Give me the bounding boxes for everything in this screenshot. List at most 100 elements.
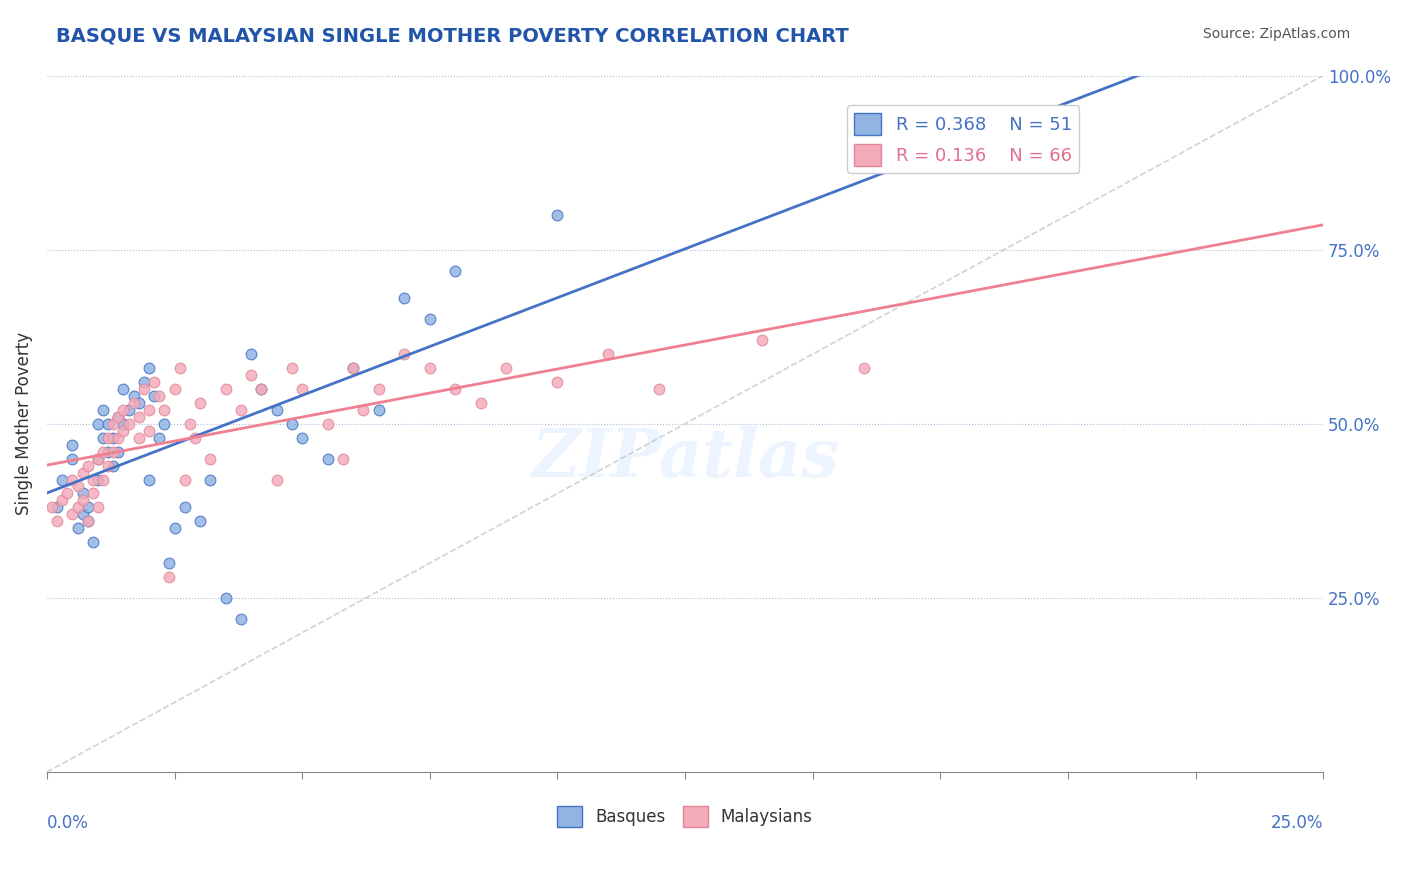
Point [157,556,180,570]
Point [229,402,252,417]
Point [76,458,98,473]
Text: ZIPatlas: ZIPatlas [531,426,839,491]
Point [128,409,150,424]
Point [87,500,110,515]
Point [41,500,63,515]
Point [367,382,389,396]
Point [112,402,135,417]
Point [128,396,150,410]
Point [122,389,145,403]
Point [72,466,94,480]
Point [157,570,180,584]
Point [82,473,104,487]
Point [56,486,79,500]
Point [103,431,125,445]
Point [419,312,441,326]
Point [112,417,135,431]
Point [66,521,89,535]
Point [240,368,263,382]
Point [132,375,155,389]
Point [132,382,155,396]
Point [250,382,273,396]
Point [163,382,186,396]
Point [103,417,125,431]
Point [97,444,120,458]
Point [72,508,94,522]
Point [46,500,69,515]
Text: BASQUE VS MALAYSIAN SINGLE MOTHER POVERTY CORRELATION CHART: BASQUE VS MALAYSIAN SINGLE MOTHER POVERT… [56,27,849,45]
Point [62,508,84,522]
Point [342,361,364,376]
Point [495,361,517,376]
Point [82,535,104,549]
Point [76,514,98,528]
Point [87,473,110,487]
Point [66,479,89,493]
Point [200,451,222,466]
Point [46,514,69,528]
Point [107,444,129,458]
Point [281,417,304,431]
Point [200,473,222,487]
Point [291,431,314,445]
Text: 25.0%: 25.0% [1271,814,1323,832]
Point [316,417,339,431]
Point [103,444,125,458]
Point [72,486,94,500]
Point [62,451,84,466]
Point [51,473,73,487]
Point [332,451,354,466]
Point [179,417,201,431]
Point [87,417,110,431]
Point [419,361,441,376]
Point [91,473,114,487]
Point [112,424,135,438]
Point [51,493,73,508]
Point [62,473,84,487]
Point [214,382,236,396]
Point [367,402,389,417]
Point [598,347,620,361]
Point [138,361,160,376]
Point [143,375,166,389]
Point [163,521,186,535]
Point [342,361,364,376]
Point [173,500,195,515]
Point [76,514,98,528]
Point [103,458,125,473]
Point [153,417,176,431]
Point [184,431,207,445]
Point [107,409,129,424]
Point [169,361,191,376]
Point [153,402,176,417]
Point [266,402,288,417]
Point [394,347,416,361]
Point [87,451,110,466]
Legend: Basques, Malaysians: Basques, Malaysians [551,800,820,833]
Point [648,382,671,396]
Point [62,438,84,452]
Point [122,396,145,410]
Point [546,375,568,389]
Point [188,396,211,410]
Point [143,389,166,403]
Point [751,333,773,347]
Point [444,382,467,396]
Point [148,431,170,445]
Point [107,431,129,445]
Text: 0.0%: 0.0% [46,814,89,832]
Point [117,402,139,417]
Point [107,409,129,424]
Point [188,514,211,528]
Point [128,431,150,445]
Point [117,417,139,431]
Point [394,292,416,306]
Text: Source: ZipAtlas.com: Source: ZipAtlas.com [1202,27,1350,41]
Y-axis label: Single Mother Poverty: Single Mother Poverty [15,332,32,516]
Point [91,444,114,458]
Point [148,389,170,403]
Point [97,458,120,473]
Point [266,473,288,487]
Point [229,612,252,626]
Point [138,424,160,438]
